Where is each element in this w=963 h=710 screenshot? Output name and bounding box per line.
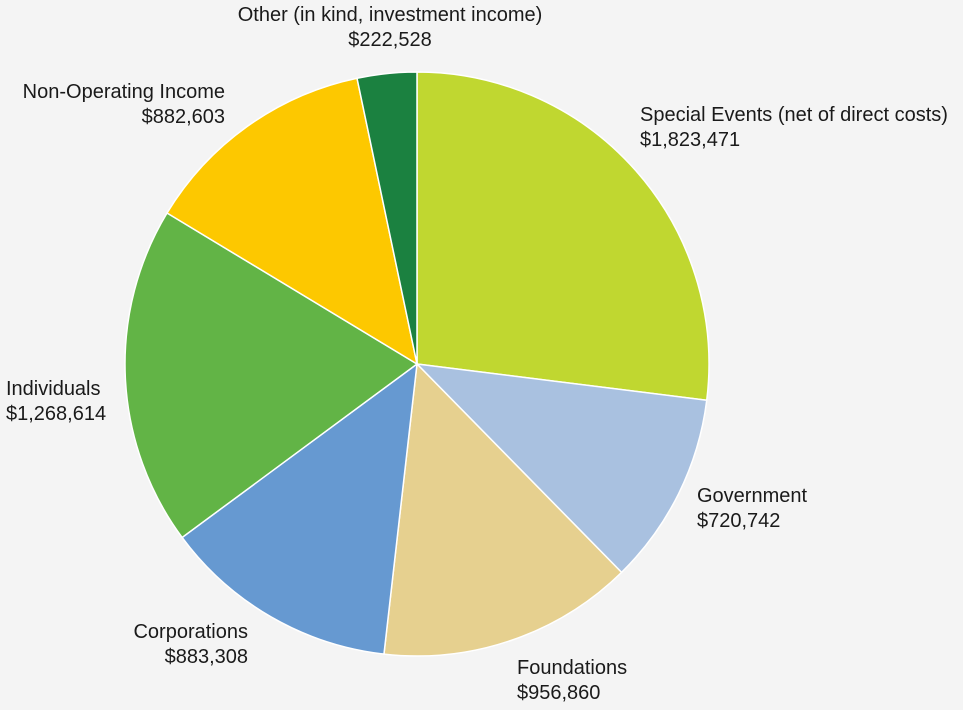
pie-slice-corporations <box>181 362 418 655</box>
label-special-events-name: Special Events (net of direct costs) <box>640 104 948 126</box>
label-special-events-value: $1,823,471 <box>640 129 741 151</box>
pie-slice-special-events <box>416 71 710 402</box>
pie-slice-individuals <box>124 212 419 539</box>
pie-slice-non-operating-income <box>166 77 419 366</box>
label-individuals-value: $1,268,614 <box>6 403 107 425</box>
pie-slice-foundations <box>383 362 623 657</box>
label-other-value: $222,528 <box>348 29 432 51</box>
label-government: Government $720,742 <box>697 484 807 534</box>
label-other: Other (in kind, investment income) $222,… <box>230 3 550 53</box>
label-government-name: Government <box>697 485 808 507</box>
label-foundations: Foundations $956,860 <box>517 656 627 706</box>
label-special-events: Special Events (net of direct costs) $1,… <box>640 103 948 153</box>
label-non-operating-income-value: $882,603 <box>141 106 225 128</box>
label-individuals: Individuals $1,268,614 <box>6 377 106 427</box>
label-other-name: Other (in kind, investment income) <box>237 4 543 26</box>
label-individuals-name: Individuals <box>6 378 101 400</box>
label-foundations-name: Foundations <box>517 657 628 679</box>
label-corporations-value: $883,308 <box>164 646 248 668</box>
label-non-operating-income-name: Non-Operating Income <box>22 81 225 103</box>
label-non-operating-income: Non-Operating Income $882,603 <box>23 80 225 130</box>
label-corporations-name: Corporations <box>133 621 248 643</box>
pie-slice-other <box>356 71 418 365</box>
label-corporations: Corporations $883,308 <box>133 620 248 670</box>
label-foundations-value: $956,860 <box>517 682 601 704</box>
pie-slice-government <box>414 362 708 574</box>
label-government-value: $720,742 <box>697 510 781 532</box>
